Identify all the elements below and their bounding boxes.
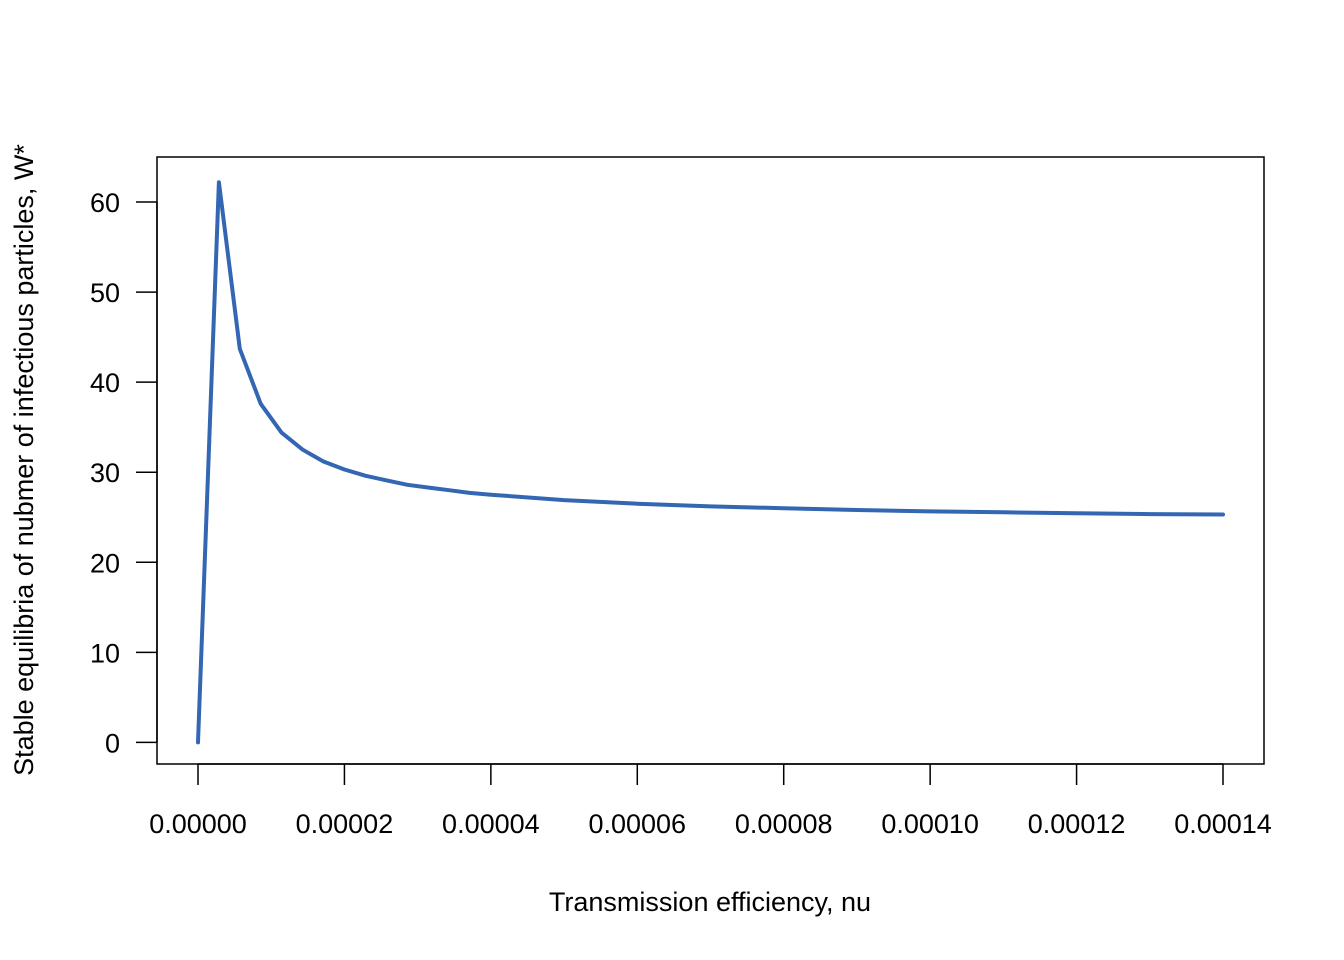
x-tick-label: 0.00014 bbox=[1174, 809, 1272, 839]
x-axis-label: Transmission efficiency, nu bbox=[549, 887, 871, 917]
y-axis-label: Stable equilibria of nubmer of infectiou… bbox=[9, 144, 39, 776]
y-tick-label: 60 bbox=[90, 188, 120, 218]
y-tick-label: 10 bbox=[90, 638, 120, 668]
x-tick-label: 0.00010 bbox=[881, 809, 979, 839]
y-tick-label: 20 bbox=[90, 548, 120, 578]
series-layer bbox=[196, 180, 1225, 745]
x-tick-label: 0.00006 bbox=[588, 809, 686, 839]
x-tick-label: 0.00012 bbox=[1028, 809, 1126, 839]
x-axis: 0.00000 0.00002 0.00004 0.00006 0.00008 0.000… bbox=[149, 763, 1272, 839]
x-tick-label: 0.00000 bbox=[149, 809, 247, 839]
series-line bbox=[196, 180, 1225, 745]
x-tick-label: 0.00008 bbox=[735, 809, 833, 839]
y-axis: 0 10 20 30 40 50 60 bbox=[90, 188, 158, 758]
x-tick-label: 0.00004 bbox=[442, 809, 540, 839]
y-tick-label: 30 bbox=[90, 458, 120, 488]
y-tick-label: 0 bbox=[105, 728, 120, 758]
y-tick-label: 40 bbox=[90, 368, 120, 398]
x-tick-label: 0.00002 bbox=[296, 809, 394, 839]
y-tick-label: 50 bbox=[90, 278, 120, 308]
